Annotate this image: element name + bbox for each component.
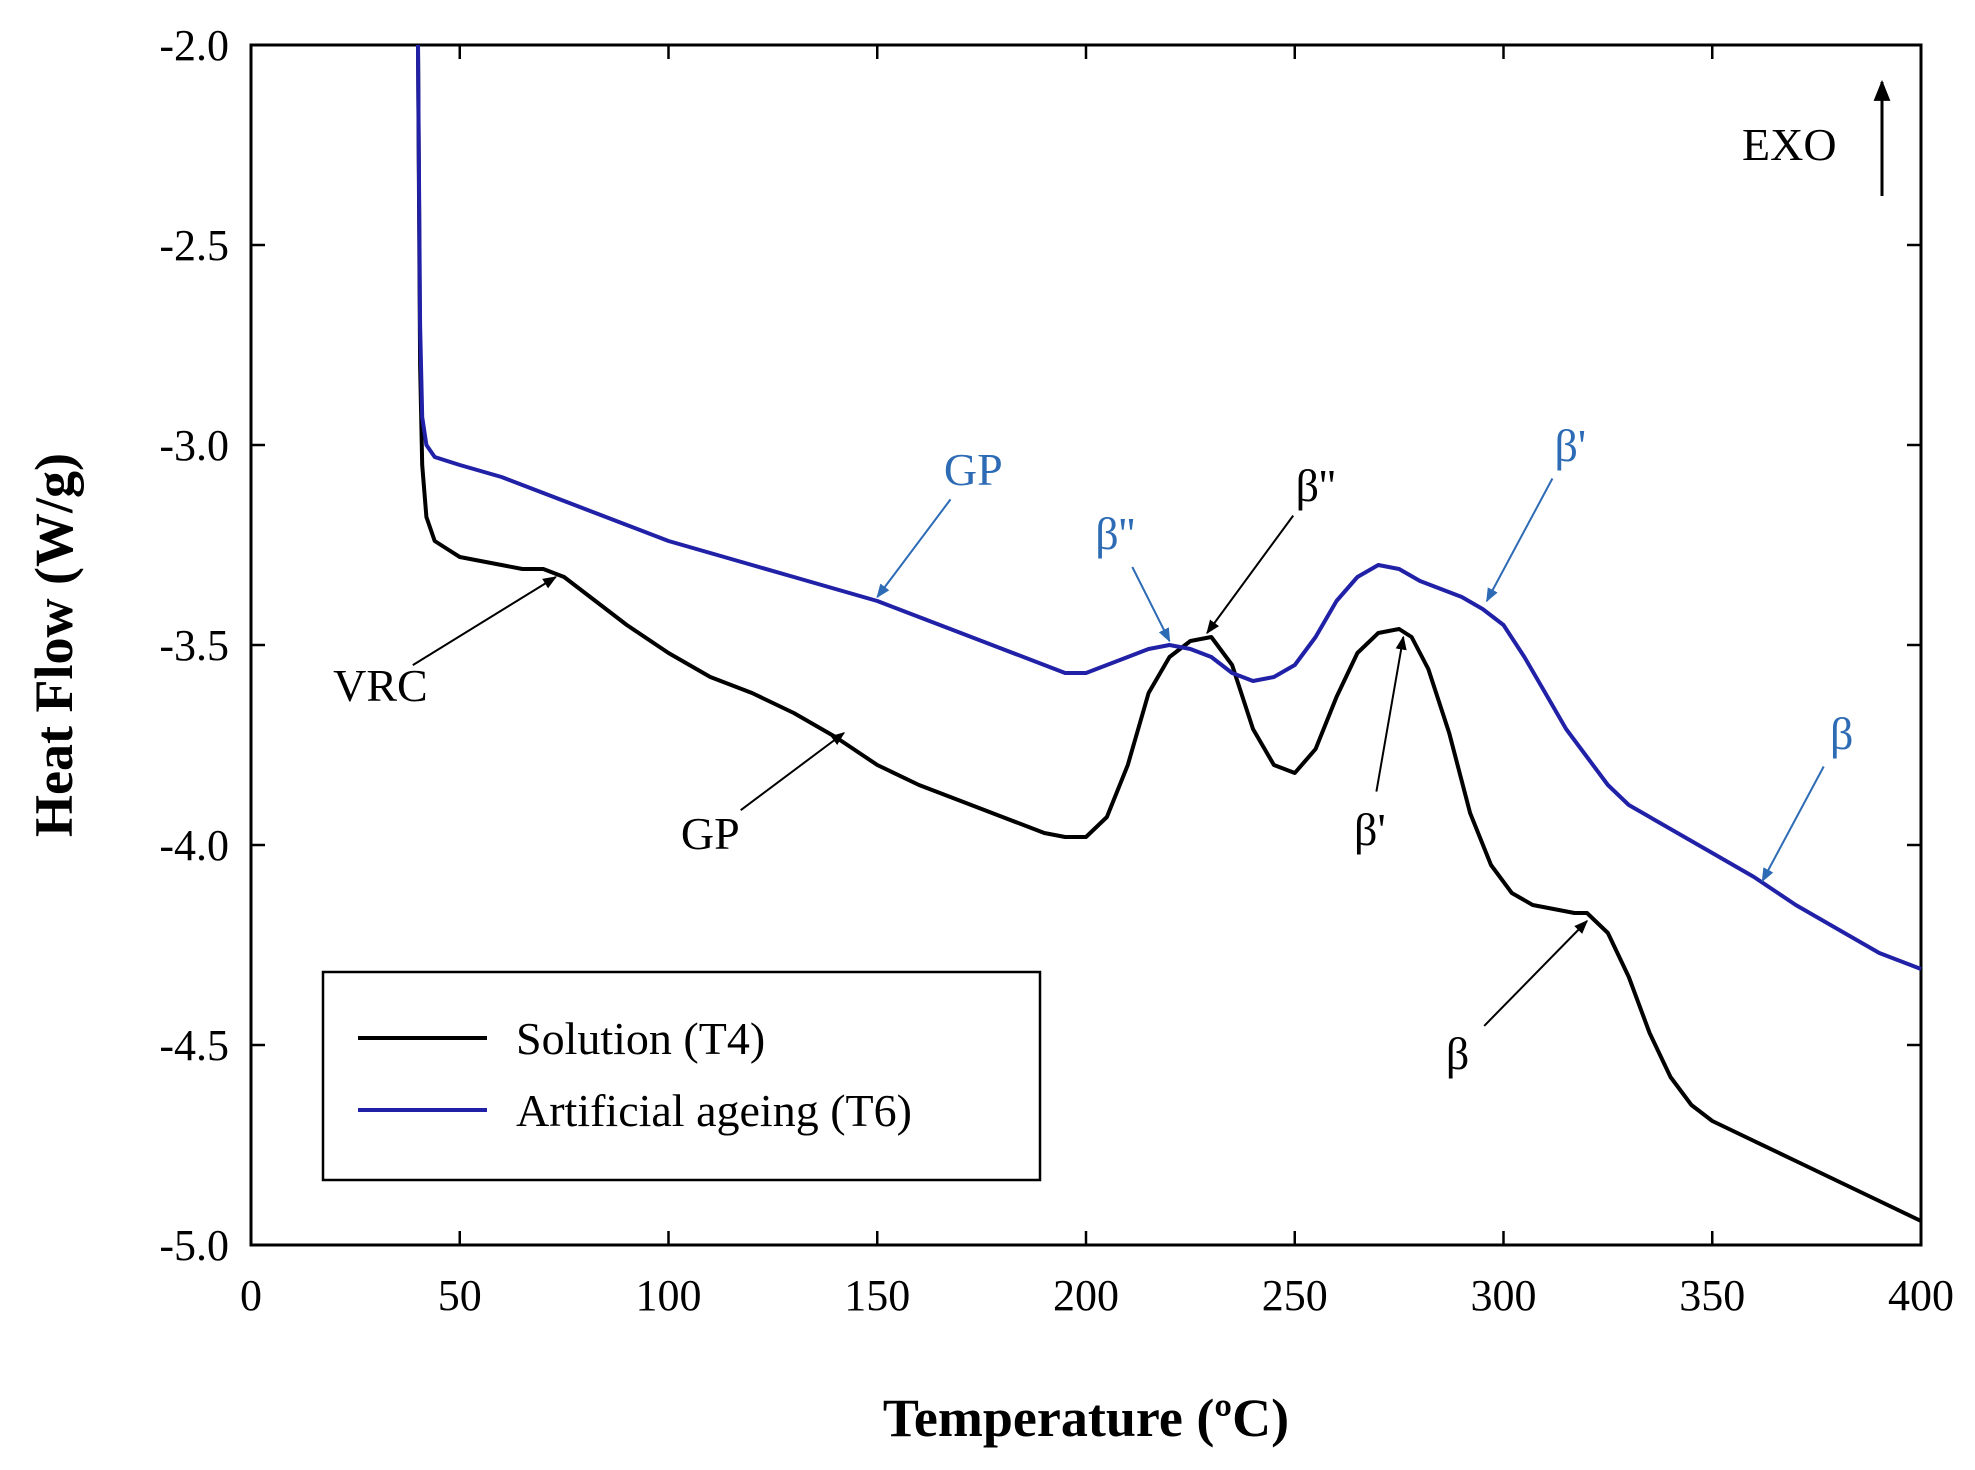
annotation-arrow (1206, 515, 1295, 635)
x-tick-label: 50 (438, 1271, 482, 1320)
y-tick-label: -2.0 (159, 21, 229, 70)
y-tick-label: -3.5 (159, 621, 229, 670)
legend-label-solution: Solution (T4) (516, 1013, 765, 1064)
annotation-label: β'' (1095, 508, 1135, 559)
series-line-artificial-ageing-t6 (416, 44, 1922, 971)
series-layer (416, 44, 1922, 1223)
annotation-label: β' (1554, 420, 1586, 471)
legend: Solution (T4) Artificial ageing (T6) (321, 970, 1042, 1182)
y-tick-label: -3.0 (159, 421, 229, 470)
x-tick-label: 300 (1471, 1271, 1537, 1320)
y-axis-ticks: -2.0 -2.5 -3.0 -3.5 -4.0 -4.5 -5.0 (159, 21, 1921, 1270)
x-tick-label: 350 (1679, 1271, 1745, 1320)
annotation-label: GP (944, 444, 1003, 495)
series-line-solution-t4 (416, 44, 1922, 1223)
annotation-label: VRC (333, 660, 428, 711)
annotation-label: β (1446, 1028, 1469, 1079)
annotation-label: β' (1354, 804, 1386, 855)
exo-label: EXO (1742, 119, 1837, 170)
annotation-label: β'' (1296, 460, 1336, 511)
legend-label-artificial-ageing: Artificial ageing (T6) (516, 1085, 912, 1136)
x-tick-label: 250 (1262, 1271, 1328, 1320)
x-tick-label: 400 (1888, 1271, 1954, 1320)
y-tick-label: -2.5 (159, 221, 229, 270)
y-axis-title: Heat Flow (W/g) (24, 453, 84, 837)
annotation-label: GP (681, 808, 740, 859)
x-tick-label: 150 (844, 1271, 910, 1320)
y-tick-label: -4.0 (159, 821, 229, 870)
annotation-arrow (1761, 766, 1825, 883)
annotation-arrow (876, 498, 952, 599)
annotation-arrow (1485, 478, 1554, 603)
legend-box (321, 970, 1042, 1182)
x-tick-label: 0 (240, 1271, 262, 1320)
annotation-layer: GP β'' β' β VRC β'' GP β' β (333, 420, 1853, 1079)
x-axis-title: Temperature (ºC) (883, 1388, 1289, 1448)
x-tick-label: 100 (636, 1271, 702, 1320)
annotation-arrow (412, 576, 557, 666)
annotation-arrow (1131, 566, 1171, 643)
y-tick-label: -4.5 (159, 1021, 229, 1070)
x-axis-ticks: 0 50 100 150 200 250 300 350 400 (240, 45, 1954, 1320)
y-tick-label: -5.0 (159, 1221, 229, 1270)
annotation-arrow (1375, 635, 1407, 792)
annotation-arrow (740, 732, 846, 812)
annotation-label: β (1830, 708, 1853, 759)
x-tick-label: 200 (1053, 1271, 1119, 1320)
annotation-arrow (1483, 920, 1588, 1027)
